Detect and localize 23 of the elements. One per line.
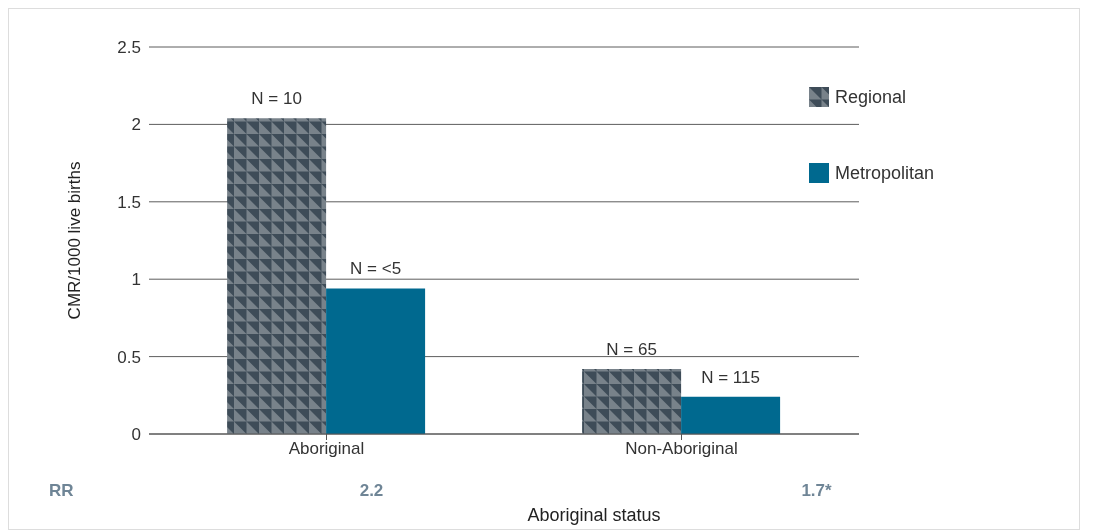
y-tick-label: 0 <box>131 425 141 445</box>
bar <box>326 288 426 434</box>
y-tick-label: 0.5 <box>117 347 141 367</box>
x-axis-title: Aboriginal status <box>526 505 662 526</box>
y-tick-label: 2 <box>131 115 141 135</box>
annotation: N = 115 <box>701 367 760 387</box>
x-tick-label: Aboriginal <box>288 439 365 459</box>
annotation: N = <5 <box>350 259 402 279</box>
text: 2.2 <box>358 481 385 501</box>
y-axis-title: CMR/1000 live births <box>65 161 85 320</box>
text: 1.7* <box>800 481 833 501</box>
y-tick-label: 2.5 <box>117 38 141 58</box>
bar <box>582 368 682 434</box>
annotation: N = 65 <box>606 339 657 359</box>
x-tick-label: Non-Aboriginal <box>625 439 738 459</box>
bar <box>681 396 781 434</box>
y-tick-label: 1 <box>131 270 141 290</box>
y-tick-label: 1.5 <box>117 192 141 212</box>
legend-label: Metropolitan <box>835 162 935 184</box>
annotation: N = 10 <box>251 89 302 109</box>
text: RR <box>49 481 74 501</box>
bar <box>227 118 327 434</box>
legend-label: Regional <box>835 86 907 108</box>
